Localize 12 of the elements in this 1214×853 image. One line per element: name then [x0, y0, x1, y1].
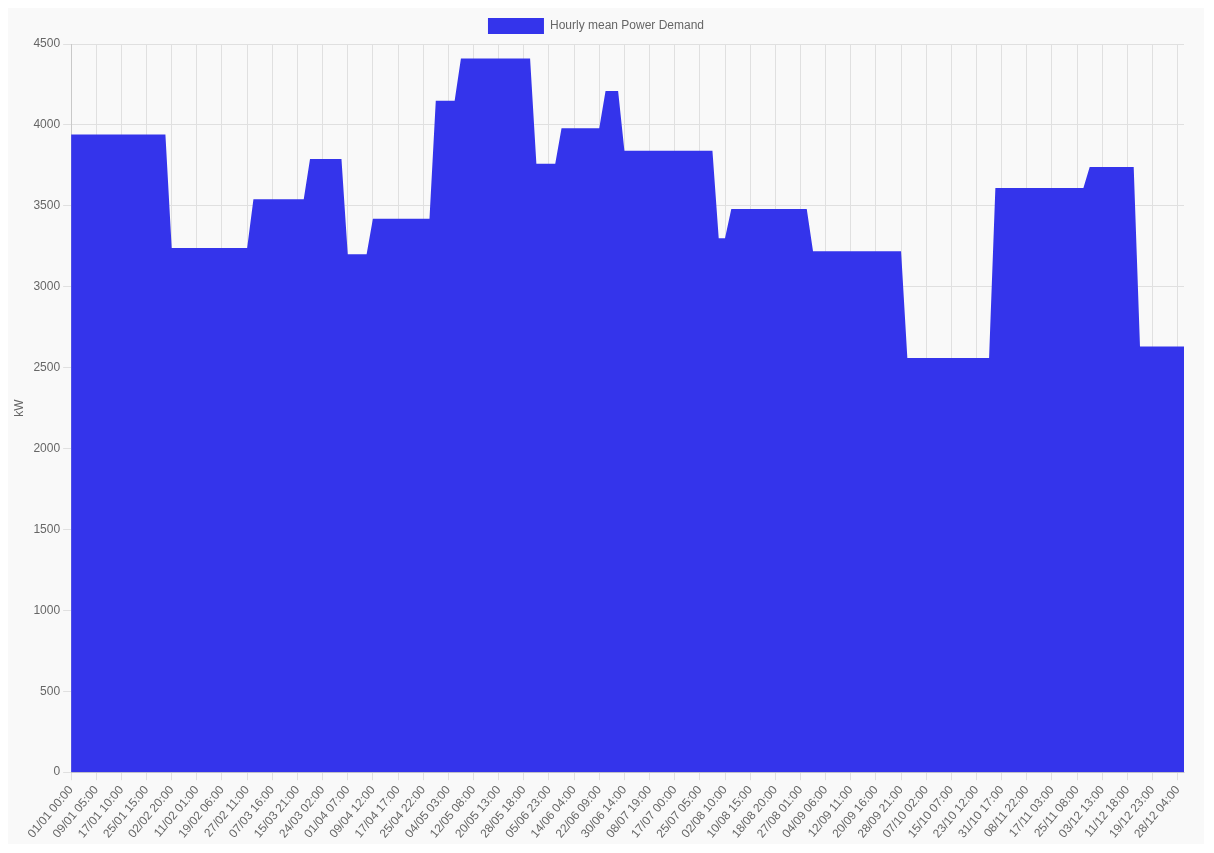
y-axis-title: kW [11, 398, 26, 417]
y-tick-label: 0 [53, 764, 61, 779]
y-tick-label: 1500 [33, 521, 61, 536]
y-tick-label: 4500 [33, 36, 61, 51]
y-tick-label: 2000 [33, 440, 61, 455]
y-tick-label: 3000 [33, 279, 61, 294]
y-tick-label: 4000 [33, 117, 61, 132]
y-tick-label: 1000 [33, 602, 61, 617]
y-tick-label: 3500 [33, 198, 61, 213]
y-tick-label: 2500 [33, 359, 61, 374]
y-tick-label: 500 [40, 683, 61, 698]
legend-label: Hourly mean Power Demand [549, 18, 705, 33]
